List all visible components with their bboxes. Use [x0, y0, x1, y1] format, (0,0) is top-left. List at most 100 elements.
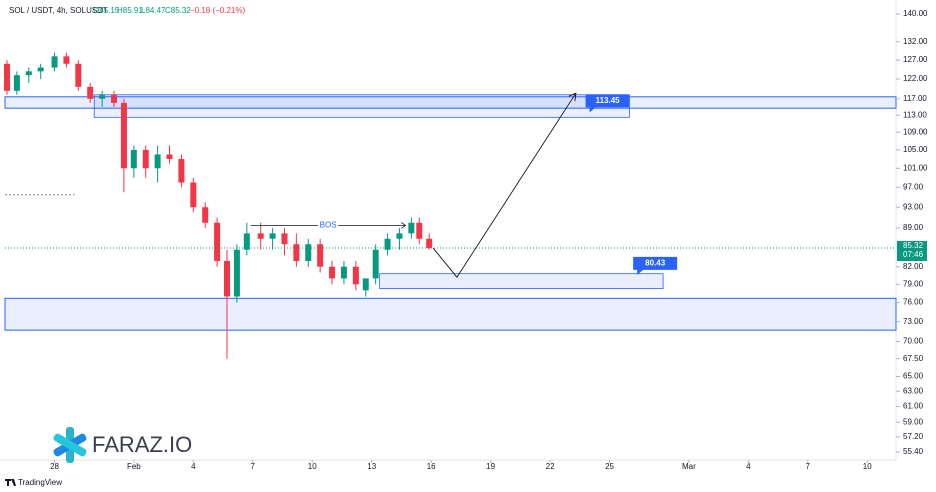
- open-text: O85.15: [93, 6, 120, 15]
- y-tick-label: 79.00: [903, 279, 924, 288]
- candle-body: [243, 233, 250, 250]
- candle-body: [142, 149, 149, 169]
- candle-body: [305, 244, 312, 262]
- candle-body: [329, 266, 336, 279]
- candle-body: [111, 94, 118, 103]
- y-tick-label: 127.00: [903, 55, 928, 64]
- candle-body: [190, 182, 197, 208]
- x-tick-label: 25: [605, 462, 614, 471]
- y-tick-label: 63.00: [903, 386, 924, 395]
- zone-band: [4, 96, 897, 109]
- y-tick-label: 89.00: [903, 223, 924, 232]
- zone-box: [379, 273, 664, 289]
- candle-body: [120, 102, 127, 169]
- y-tick-label: 59.00: [903, 417, 924, 426]
- low-text: L84.47: [141, 6, 166, 15]
- candle-body: [352, 266, 359, 285]
- candle-body: [75, 63, 82, 87]
- y-tick-label: 117.00: [903, 94, 927, 103]
- x-tick-label: 4: [191, 462, 196, 471]
- y-tick-label: 70.00: [903, 337, 924, 346]
- y-tick-label: 73.00: [903, 317, 924, 326]
- y-tick-label: 132.00: [903, 37, 928, 46]
- logo-text: FARAZ.IO: [92, 432, 192, 457]
- price-tag-value: 85.32: [903, 241, 924, 250]
- candle-body: [340, 266, 347, 279]
- x-tick-label: 22: [546, 462, 555, 471]
- candle-body: [408, 222, 415, 234]
- projection-arrowhead: [568, 92, 577, 102]
- candle-body: [13, 75, 20, 91]
- x-tick-label: 28: [50, 462, 59, 471]
- bos-arrowhead: [401, 222, 407, 229]
- x-tick-label: Feb: [127, 462, 141, 471]
- candle-body: [214, 222, 221, 262]
- y-tick-label: 93.00: [903, 202, 924, 211]
- target-label: 80.43: [645, 258, 666, 267]
- y-tick-label: 76.00: [903, 298, 924, 307]
- candle-body: [317, 244, 324, 267]
- y-tick-label: 55.40: [903, 447, 924, 456]
- zone-band: [4, 297, 897, 331]
- candle-body: [87, 86, 94, 99]
- x-tick-label: 10: [863, 462, 872, 471]
- footer-icon: [5, 479, 16, 486]
- candle-body: [281, 233, 288, 245]
- logo-icon: [53, 427, 87, 463]
- candle-body: [224, 261, 231, 297]
- target-callout: [585, 94, 630, 113]
- x-tick-label: 4: [746, 462, 751, 471]
- candle-body: [269, 233, 276, 239]
- candle-body: [416, 222, 423, 239]
- candle-body: [37, 67, 44, 72]
- x-tick-label: 13: [367, 462, 376, 471]
- candle-body: [426, 238, 433, 248]
- plot: 140.00 132.00 127.00 122.00 117.00 113.00 109.…: [3, 9, 928, 471]
- x-tick-label: 7: [806, 462, 811, 471]
- candle-body: [362, 278, 369, 291]
- x-tick-label: 7: [251, 462, 256, 471]
- y-tick-label: 109.00: [903, 127, 928, 136]
- projection-path: [432, 92, 577, 278]
- candle-body: [154, 154, 161, 169]
- candle-body: [396, 233, 403, 239]
- candle-body: [130, 149, 137, 169]
- y-tick-label: 105.00: [903, 145, 928, 154]
- price-tag: [897, 240, 927, 261]
- candle-body: [166, 154, 173, 160]
- footer: TradingView: [18, 478, 62, 487]
- candle-body: [202, 207, 209, 223]
- y-tick-label: 65.00: [903, 372, 924, 381]
- y-tick-label: 82.00: [903, 262, 924, 271]
- y-tick-label: 57.20: [903, 432, 924, 441]
- symbol: SOL / USDT, 4h, SOLUSDT: [9, 6, 108, 15]
- candle-body: [293, 244, 300, 262]
- price-tag-countdown: 07:46: [903, 250, 924, 259]
- candle-body: [99, 94, 106, 99]
- close-text: C85.32: [165, 6, 191, 15]
- y-tick-label: 140.00: [903, 9, 928, 18]
- candle-body: [3, 63, 10, 91]
- y-tick-label: 61.00: [903, 402, 924, 411]
- x-tick-label: 16: [427, 462, 436, 471]
- y-tick-label: 97.00: [903, 182, 924, 191]
- bos-label: BOS: [320, 220, 337, 229]
- change-text: −0.18 (−0.21%): [190, 6, 245, 15]
- candle-body: [63, 56, 70, 64]
- x-tick-label: 10: [308, 462, 317, 471]
- target-label: 113.45: [596, 96, 621, 105]
- candle-body: [233, 249, 240, 297]
- candle-body: [178, 159, 185, 183]
- high-text: H85.91: [117, 6, 143, 15]
- candle-body: [372, 249, 379, 279]
- y-tick-label: 122.00: [903, 74, 928, 83]
- y-tick-label: 113.00: [903, 110, 927, 119]
- zone-box: [93, 94, 630, 118]
- candle-body: [384, 238, 391, 250]
- target-callout: [633, 256, 678, 275]
- y-tick-label: 101.00: [903, 163, 928, 172]
- candle-body: [257, 233, 264, 239]
